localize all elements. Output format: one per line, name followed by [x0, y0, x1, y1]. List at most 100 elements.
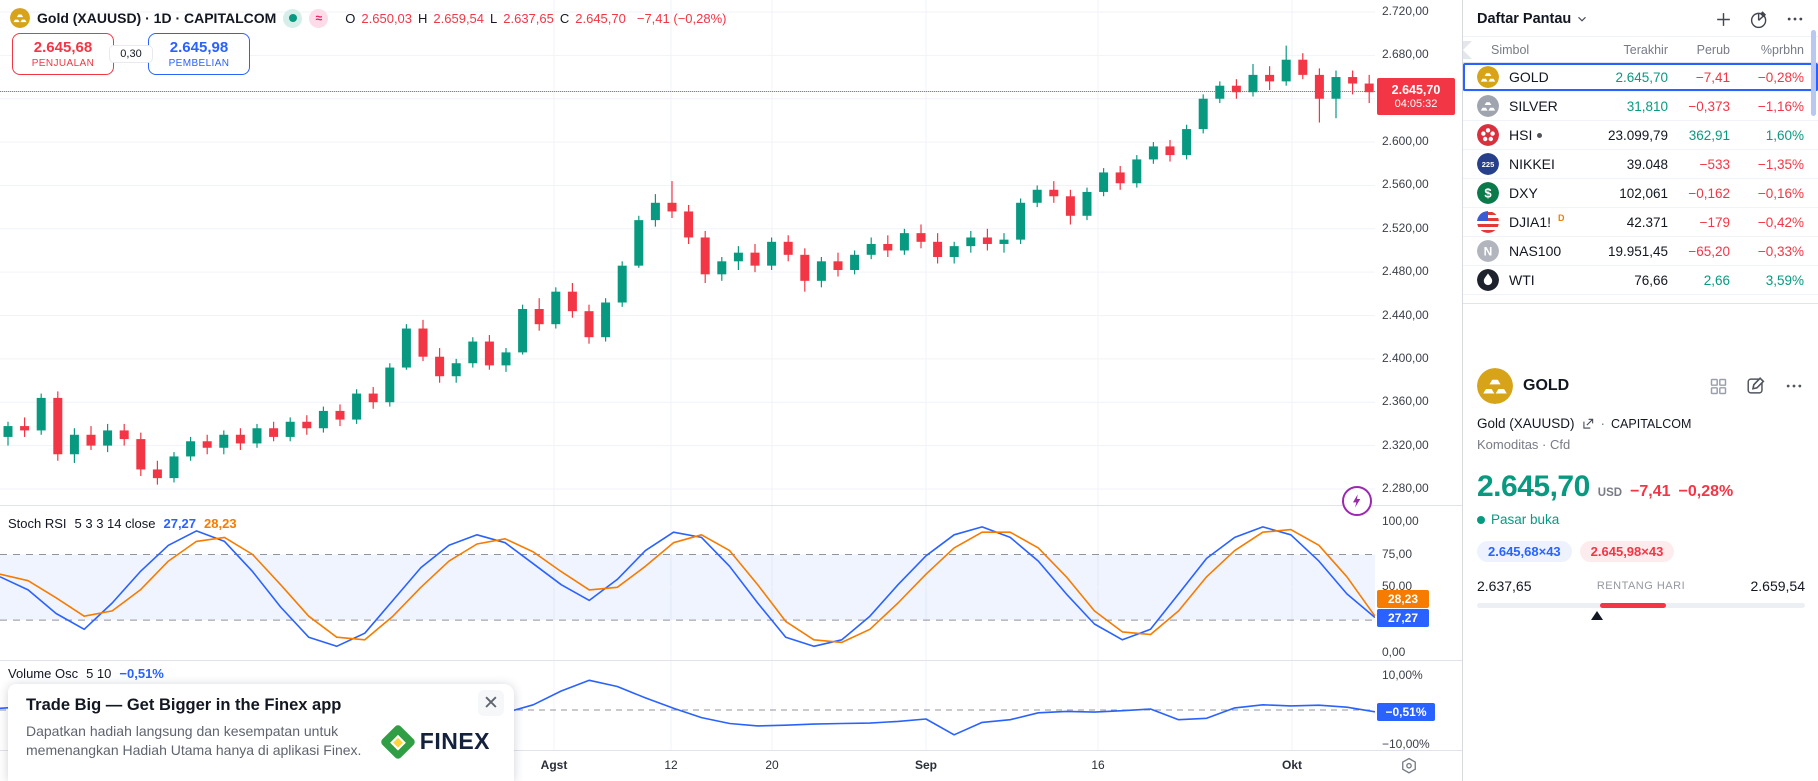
detail-instrument-type: Komoditas · Cfd — [1477, 437, 1571, 452]
sector-edit-button[interactable] — [1748, 8, 1770, 30]
change-value: 2,66 — [1703, 272, 1730, 288]
finex-ad-banner: ✕ Trade Big — Get Bigger in the Finex ap… — [8, 684, 514, 781]
ohlc-label: L — [490, 10, 498, 26]
quick-trade-lightning-button[interactable] — [1342, 486, 1372, 516]
chart-symbol-title[interactable]: Gold (XAUUSD) · 1D · CAPITALCOM — [37, 10, 277, 26]
watchlist-row-dxy[interactable]: $ DXY 102,061 −0,162 −0,16% — [1463, 179, 1818, 208]
current-price-tag: 2.645,70 04:05:32 — [1377, 78, 1455, 115]
watchlist-row-djia1[interactable]: DJIA1! D 42.371 −179 −0,42% — [1463, 208, 1818, 237]
last-price: 39.048 — [1626, 156, 1668, 172]
watchlist-title-dropdown[interactable]: Daftar Pantau — [1477, 11, 1589, 27]
sidebar-scrollbar[interactable] — [1811, 30, 1816, 116]
hsi-symbol-icon — [1477, 124, 1499, 146]
change-percent: −0,16% — [1757, 185, 1804, 201]
price-axis-label: 2.400,00 — [1382, 350, 1429, 365]
price-axis-label: 2.280,00 — [1382, 480, 1429, 495]
add-symbol-button[interactable] — [1712, 8, 1734, 30]
volume-value: −0,51% — [119, 666, 164, 681]
svg-text:225: 225 — [1482, 160, 1495, 169]
ask-chip[interactable]: 2.645,98×43 — [1579, 541, 1675, 562]
watchlist-row-hsi[interactable]: HSI 23.099,79 362,91 1,60% — [1463, 121, 1818, 150]
watchlist-row-silver[interactable]: SILVER 31,810 −0,373 −1,16% — [1463, 92, 1818, 121]
stoch-rsi-legend[interactable]: Stoch RSI 5 3 3 14 close 27,27 28,23 — [8, 516, 237, 531]
last-price: 23.099,79 — [1607, 127, 1668, 143]
more-dots-icon — [1786, 384, 1802, 388]
ad-title[interactable]: Trade Big — Get Bigger in the Finex app — [26, 696, 342, 714]
stoch-title: Stoch RSI — [8, 516, 67, 531]
last-price: 2.645,70 — [1615, 69, 1668, 85]
dxy-symbol-icon: $ — [1477, 182, 1499, 204]
last-price: 76,66 — [1634, 272, 1668, 288]
volume-osc-legend[interactable]: Volume Osc 5 10 −0,51% — [8, 666, 164, 681]
us-symbol-icon — [1477, 211, 1499, 233]
price-axis-label: 2.360,00 — [1382, 394, 1429, 409]
notes-edit-button[interactable] — [1745, 375, 1767, 397]
market-status-dot-icon[interactable] — [283, 8, 303, 28]
symbol-detail-panel: GOLD — [1463, 360, 1818, 629]
column-symbol[interactable]: Simbol — [1491, 42, 1530, 57]
pane-divider[interactable] — [0, 660, 1462, 661]
gold-symbol-icon — [1477, 368, 1513, 404]
finex-diamond-icon — [379, 723, 417, 760]
external-link-icon[interactable] — [1581, 417, 1595, 431]
symbol-name: HSI — [1499, 127, 1576, 143]
day-range-bar — [1477, 603, 1805, 608]
watchlist-rows: GOLD 2.645,70 −7,41 −0,28% SILVER 31,810 −0,37… — [1463, 63, 1818, 295]
day-range-label: RENTANG HARI — [1596, 580, 1686, 592]
stoch-rsi-pane[interactable] — [0, 505, 1375, 660]
finex-logo: FINEX — [379, 723, 490, 760]
buy-button[interactable]: 2.645,98 PEMBELIAN — [148, 33, 250, 75]
gold-symbol-icon — [1477, 66, 1499, 88]
column-last[interactable]: Terakhir — [1623, 42, 1668, 57]
watchlist-row-nikkei[interactable]: 225 NIKKEI 39.048 −533 −1,35% — [1463, 150, 1818, 179]
gold-symbol-icon — [10, 8, 30, 28]
layout-grid-button[interactable] — [1707, 375, 1729, 397]
volume-axis-label: 10,00% — [1382, 667, 1423, 682]
watchlist-more-button[interactable] — [1784, 8, 1806, 30]
volume-osc-tag: −0,51% — [1377, 703, 1435, 721]
stoch-k-tag: 27,27 — [1377, 609, 1429, 627]
wti-symbol-icon — [1477, 269, 1499, 291]
change-value: −179 — [1699, 214, 1730, 230]
nikkei-symbol-icon: 225 — [1477, 153, 1499, 175]
detail-symbol-name[interactable]: GOLD — [1523, 377, 1570, 394]
watchlist-row-wti[interactable]: WTI 76,66 2,66 3,59% — [1463, 266, 1818, 295]
watchlist-row-gold[interactable]: GOLD 2.645,70 −7,41 −0,28% — [1463, 63, 1818, 92]
column-change[interactable]: Perub — [1696, 42, 1730, 57]
change-value: 362,91 — [1688, 127, 1730, 143]
order-panel: 2.645,68 PENJUALAN 0,30 2.645,98 PEMBELI… — [12, 33, 250, 75]
donut-chart-pencil-icon — [1750, 10, 1766, 28]
sell-button[interactable]: 2.645,68 PENJUALAN — [12, 33, 114, 75]
change-percent: −1,35% — [1757, 156, 1804, 172]
chevron-down-icon — [1578, 16, 1587, 22]
nas-symbol-icon: N — [1477, 240, 1499, 262]
buy-price: 2.645,98 — [169, 38, 229, 56]
stoch-d-value: 28,23 — [204, 516, 237, 531]
ad-close-button[interactable]: ✕ — [478, 690, 504, 716]
bid-chip[interactable]: 2.645,68×43 — [1477, 541, 1572, 562]
column-change-pct[interactable]: %prbhn — [1760, 42, 1804, 57]
timezone-settings-button[interactable] — [1398, 755, 1420, 777]
price-axis-label: 2.320,00 — [1382, 437, 1429, 452]
watchlist-row-nas100[interactable]: N NAS100 19.951,45 −65,20 −0,33% — [1463, 237, 1818, 266]
time-axis-label: Agst — [540, 758, 568, 772]
ideas-wave-icon[interactable]: ≈ — [309, 8, 329, 28]
current-price-line — [0, 91, 1375, 92]
svg-text:$: $ — [1484, 186, 1492, 201]
stoch-axis-label: 100,00 — [1382, 513, 1419, 528]
sell-price: 2.645,68 — [33, 38, 93, 56]
ohlc-value: 2.645,70 — [575, 10, 626, 26]
change-value: −65,20 — [1688, 243, 1730, 259]
detail-change: −7,41 — [1630, 483, 1671, 500]
ohlc-value: 2.659,54 — [433, 10, 485, 26]
last-price: 102,061 — [1619, 185, 1668, 201]
chart-legend: Gold (XAUUSD) · 1D · CAPITALCOM ≈ O 2.650… — [10, 8, 726, 28]
pane-divider[interactable] — [0, 505, 1462, 506]
main-chart-pane[interactable] — [0, 0, 1375, 505]
watchlist-column-headers: Simbol Terakhir Perub %prbhn — [1463, 36, 1818, 63]
detail-more-button[interactable] — [1783, 375, 1805, 397]
symbol-name: DJIA1! D — [1509, 213, 1565, 230]
time-axis-divider — [0, 750, 1462, 751]
detail-full-name[interactable]: Gold (XAUUSD) — [1477, 416, 1575, 431]
